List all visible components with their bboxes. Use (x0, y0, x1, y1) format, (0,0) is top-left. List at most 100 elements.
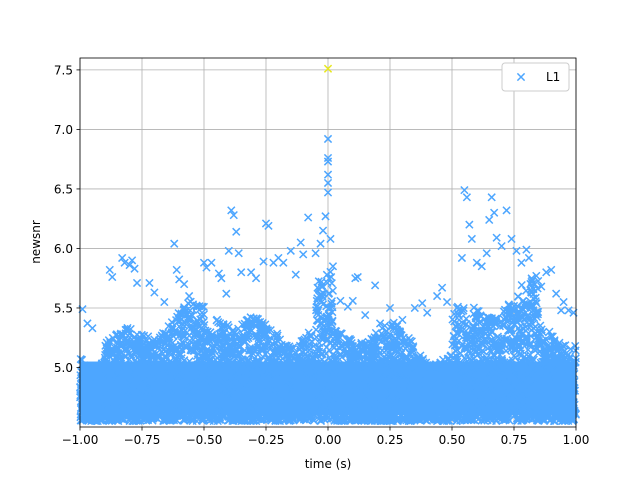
data-point (398, 315, 407, 325)
cloud-markers (75, 267, 581, 426)
data-point (326, 234, 335, 244)
data-point (457, 253, 467, 263)
data-point (150, 288, 159, 297)
data-point (353, 272, 362, 282)
data-point (351, 274, 360, 283)
data-point (180, 280, 189, 289)
data-point (172, 265, 181, 275)
x-tick-label: 0.50 (439, 433, 466, 447)
data-point (259, 257, 268, 266)
data-point (132, 278, 142, 288)
data-point (304, 213, 313, 222)
data-point (490, 208, 499, 217)
data-point (323, 157, 333, 166)
data-point (227, 206, 236, 215)
data-point (423, 308, 432, 317)
data-point (452, 303, 462, 313)
y-tick-label: 6.0 (54, 242, 73, 256)
data-point (437, 283, 447, 292)
y-tick-label: 7.0 (54, 123, 73, 137)
data-point (328, 262, 338, 271)
data-point (323, 178, 333, 188)
x-tick-label: −0.75 (124, 433, 161, 447)
data-point (286, 246, 295, 255)
x-axis-label: time (s) (305, 457, 352, 471)
data-point (532, 271, 541, 280)
y-axis-ticks: 5.0 5.5 6.0 6.5 7.0 7.5 (54, 63, 80, 375)
dense-point-cloud (75, 267, 581, 426)
x-tick-label: 0.75 (501, 433, 528, 447)
data-point (522, 245, 531, 254)
data-point (229, 210, 238, 220)
data-point (323, 188, 333, 197)
data-point (361, 310, 370, 320)
data-point (232, 227, 241, 236)
data-point (465, 220, 474, 229)
data-point (251, 274, 261, 283)
data-point (296, 238, 305, 247)
data-point (321, 212, 330, 221)
data-point (462, 193, 472, 202)
legend-x-icon (516, 72, 526, 82)
data-point (485, 215, 494, 225)
y-tick-label: 6.5 (54, 182, 73, 196)
legend: L1 (501, 62, 570, 92)
data-point (556, 306, 566, 315)
data-point (118, 253, 127, 263)
data-point (316, 239, 325, 248)
data-point (214, 269, 224, 278)
legend-marker-x (516, 72, 526, 82)
x-tick-label: 0.00 (315, 433, 342, 447)
data-point (279, 258, 288, 267)
y-tick-label: 5.0 (54, 361, 73, 375)
loudest-trigger-point (323, 64, 333, 73)
x-tick-label: −0.50 (186, 433, 223, 447)
data-point (291, 270, 300, 279)
legend-label-l1: L1 (546, 70, 560, 84)
data-point (323, 134, 333, 144)
data-point (323, 170, 333, 179)
data-point (467, 234, 476, 244)
data-point (199, 258, 209, 267)
data-point (323, 153, 333, 163)
data-point (108, 272, 117, 282)
data-point (224, 246, 233, 255)
data-point (318, 226, 328, 235)
data-point (432, 291, 442, 301)
data-point (497, 241, 506, 251)
data-point (120, 258, 129, 267)
data-point (442, 297, 452, 307)
data-point (311, 249, 320, 258)
data-point (299, 250, 308, 259)
data-point (207, 258, 216, 267)
data-point (552, 289, 561, 298)
data-point (385, 303, 395, 313)
data-point (105, 265, 114, 275)
data-point (125, 260, 134, 270)
data-point (524, 253, 534, 263)
data-point (564, 306, 573, 315)
data-point (542, 268, 551, 277)
y-axis-label: newsnr (29, 220, 43, 264)
data-point (370, 281, 380, 290)
data-point (222, 289, 231, 298)
data-point (507, 234, 516, 244)
y-tick-label: 5.5 (54, 301, 73, 315)
data-point (130, 264, 139, 273)
data-point (375, 319, 385, 328)
data-point (517, 258, 526, 267)
y-tick-label: 7.5 (54, 63, 73, 77)
data-point (348, 296, 357, 305)
data-point (460, 185, 469, 195)
x-tick-label: −0.25 (248, 433, 285, 447)
legend-box (501, 62, 570, 92)
data-point (487, 193, 496, 202)
data-point (502, 206, 511, 215)
data-point (145, 278, 154, 288)
data-point (237, 268, 246, 277)
data-point (537, 282, 546, 291)
data-point (127, 256, 137, 265)
data-point (477, 262, 486, 271)
data-point (559, 297, 568, 307)
